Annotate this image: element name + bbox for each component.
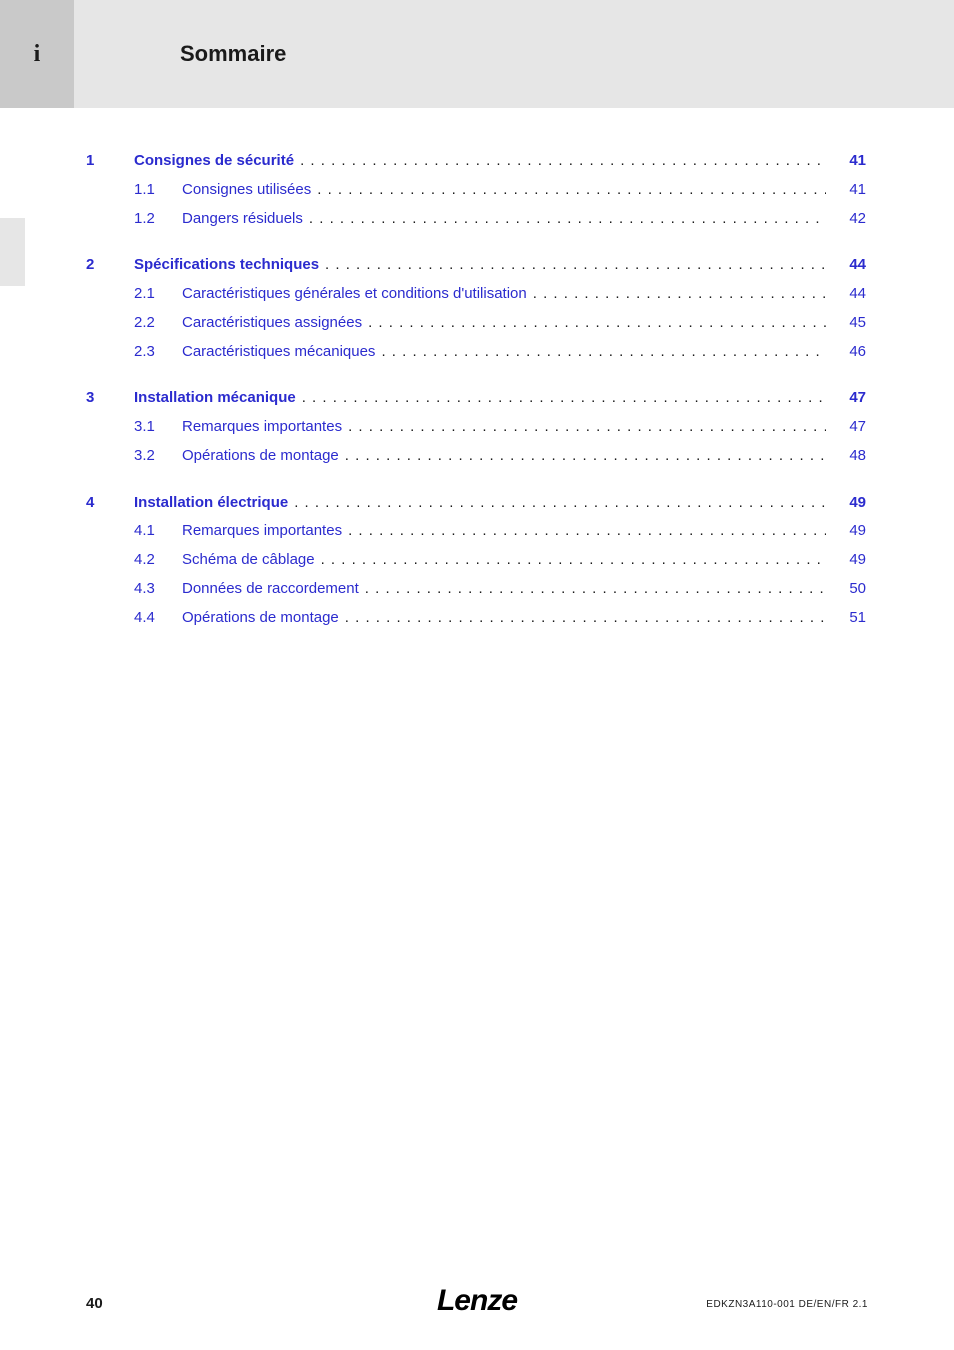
- toc-sub-label[interactable]: Remarques importantes: [182, 520, 348, 542]
- toc-sub-row: 4.2Schéma de câblage . . . . . . . . . .…: [86, 549, 866, 571]
- toc-sub-label[interactable]: Consignes utilisées: [182, 179, 317, 201]
- toc-chapter-page[interactable]: 47: [826, 387, 866, 409]
- toc-chapter-page[interactable]: 44: [826, 254, 866, 276]
- toc-leader: . . . . . . . . . . . . . . . . . . . . …: [348, 416, 826, 438]
- toc-chapter-number[interactable]: 3: [86, 387, 134, 409]
- footer-page-number: 40: [86, 1295, 103, 1312]
- toc-sub-label[interactable]: Opérations de montage: [182, 607, 345, 629]
- toc-sub-number[interactable]: 2.2: [134, 312, 182, 334]
- table-of-contents: 1Consignes de sécurité . . . . . . . . .…: [86, 150, 866, 635]
- toc-sub-page[interactable]: 51: [826, 607, 866, 629]
- toc-sub-row: 2.2Caractéristiques assignées . . . . . …: [86, 312, 866, 334]
- toc-sub-row: 1.2Dangers résiduels . . . . . . . . . .…: [86, 208, 866, 230]
- section-tab: i: [0, 0, 74, 108]
- toc-leader: . . . . . . . . . . . . . . . . . . . . …: [309, 208, 826, 230]
- toc-sub-page[interactable]: 47: [826, 416, 866, 438]
- toc-leader: . . . . . . . . . . . . . . . . . . . . …: [345, 607, 826, 629]
- toc-leader: . . . . . . . . . . . . . . . . . . . . …: [325, 254, 826, 276]
- toc-leader: . . . . . . . . . . . . . . . . . . . . …: [348, 520, 826, 542]
- toc-sub-page[interactable]: 45: [826, 312, 866, 334]
- toc-sub-number[interactable]: 2.3: [134, 341, 182, 363]
- toc-sub-number[interactable]: 4.1: [134, 520, 182, 542]
- toc-sub-label[interactable]: Remarques importantes: [182, 416, 348, 438]
- toc-sub-label[interactable]: Caractéristiques générales et conditions…: [182, 283, 533, 305]
- toc-chapter-row: 1Consignes de sécurité . . . . . . . . .…: [86, 150, 866, 172]
- toc-sub-row: 4.3Données de raccordement . . . . . . .…: [86, 578, 866, 600]
- toc-sub-label[interactable]: Schéma de câblage: [182, 549, 321, 571]
- toc-sub-row: 3.2Opérations de montage . . . . . . . .…: [86, 445, 866, 467]
- page-title: Sommaire: [180, 0, 286, 108]
- toc-leader: . . . . . . . . . . . . . . . . . . . . …: [317, 179, 826, 201]
- toc-sub-row: 4.1Remarques importantes . . . . . . . .…: [86, 520, 866, 542]
- toc-sub-number[interactable]: 4.3: [134, 578, 182, 600]
- toc-sub-label[interactable]: Données de raccordement: [182, 578, 365, 600]
- toc-sub-row: 3.1Remarques importantes . . . . . . . .…: [86, 416, 866, 438]
- toc-sub-page[interactable]: 41: [826, 179, 866, 201]
- toc-chapter-row: 2Spécifications techniques . . . . . . .…: [86, 254, 866, 276]
- toc-sub-number[interactable]: 1.2: [134, 208, 182, 230]
- toc-sub-row: 2.1Caractéristiques générales et conditi…: [86, 283, 866, 305]
- toc-sub-row: 2.3Caractéristiques mécaniques . . . . .…: [86, 341, 866, 363]
- toc-leader: . . . . . . . . . . . . . . . . . . . . …: [345, 445, 826, 467]
- toc-chapter-page[interactable]: 41: [826, 150, 866, 172]
- toc-chapter-number[interactable]: 4: [86, 492, 134, 514]
- toc-chapter-page[interactable]: 49: [826, 492, 866, 514]
- toc-sub-label[interactable]: Opérations de montage: [182, 445, 345, 467]
- footer-logo: Lenze: [437, 1284, 517, 1318]
- toc-leader: . . . . . . . . . . . . . . . . . . . . …: [321, 549, 826, 571]
- toc-leader: . . . . . . . . . . . . . . . . . . . . …: [302, 387, 826, 409]
- toc-sub-row: 4.4Opérations de montage . . . . . . . .…: [86, 607, 866, 629]
- toc-chapter-row: 3Installation mécanique . . . . . . . . …: [86, 387, 866, 409]
- toc-leader: . . . . . . . . . . . . . . . . . . . . …: [533, 283, 826, 305]
- toc-leader: . . . . . . . . . . . . . . . . . . . . …: [381, 341, 826, 363]
- toc-leader: . . . . . . . . . . . . . . . . . . . . …: [368, 312, 826, 334]
- toc-chapter-label[interactable]: Spécifications techniques: [134, 254, 325, 276]
- toc-sub-label[interactable]: Caractéristiques assignées: [182, 312, 368, 334]
- toc-sub-number[interactable]: 2.1: [134, 283, 182, 305]
- header-band: i Sommaire: [0, 0, 954, 108]
- toc-sub-number[interactable]: 3.2: [134, 445, 182, 467]
- toc-chapter-label[interactable]: Installation mécanique: [134, 387, 302, 409]
- toc-sub-page[interactable]: 42: [826, 208, 866, 230]
- toc-sub-number[interactable]: 4.4: [134, 607, 182, 629]
- toc-leader: . . . . . . . . . . . . . . . . . . . . …: [365, 578, 826, 600]
- toc-sub-label[interactable]: Caractéristiques mécaniques: [182, 341, 381, 363]
- footer: 40 Lenze EDKZN3A110-001 DE/EN/FR 2.1: [0, 1278, 954, 1312]
- toc-chapter-number[interactable]: 2: [86, 254, 134, 276]
- toc-leader: . . . . . . . . . . . . . . . . . . . . …: [300, 150, 826, 172]
- toc-sub-page[interactable]: 48: [826, 445, 866, 467]
- toc-chapter-label[interactable]: Consignes de sécurité: [134, 150, 300, 172]
- toc-leader: . . . . . . . . . . . . . . . . . . . . …: [294, 492, 826, 514]
- footer-doc-ref: EDKZN3A110-001 DE/EN/FR 2.1: [706, 1299, 868, 1310]
- toc-chapter-number[interactable]: 1: [86, 150, 134, 172]
- toc-chapter-label[interactable]: Installation électrique: [134, 492, 294, 514]
- toc-sub-page[interactable]: 49: [826, 520, 866, 542]
- toc-sub-page[interactable]: 50: [826, 578, 866, 600]
- toc-sub-number[interactable]: 1.1: [134, 179, 182, 201]
- toc-sub-page[interactable]: 46: [826, 341, 866, 363]
- side-thumb-tab: [0, 218, 25, 286]
- toc-sub-number[interactable]: 3.1: [134, 416, 182, 438]
- toc-sub-page[interactable]: 49: [826, 549, 866, 571]
- section-tab-letter: i: [34, 41, 41, 68]
- toc-sub-row: 1.1Consignes utilisées . . . . . . . . .…: [86, 179, 866, 201]
- toc-chapter-row: 4Installation électrique . . . . . . . .…: [86, 492, 866, 514]
- toc-sub-label[interactable]: Dangers résiduels: [182, 208, 309, 230]
- toc-sub-page[interactable]: 44: [826, 283, 866, 305]
- toc-sub-number[interactable]: 4.2: [134, 549, 182, 571]
